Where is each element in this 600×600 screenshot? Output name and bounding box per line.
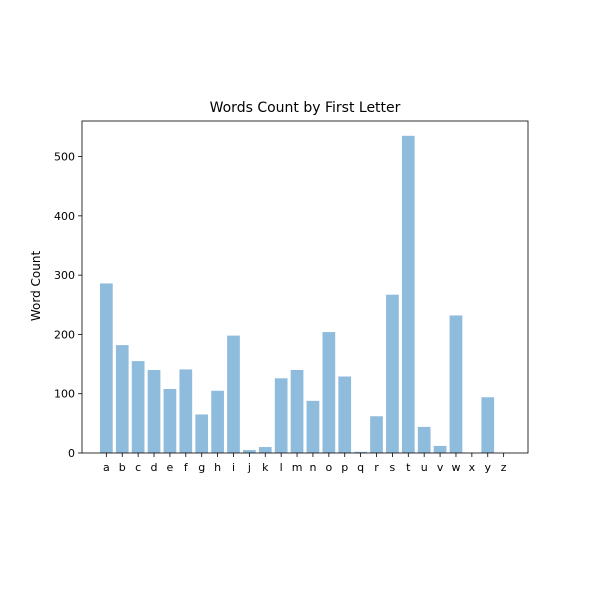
x-tick-label-s: s: [390, 461, 396, 474]
x-tick-label-k: k: [262, 461, 269, 474]
x-tick-label-u: u: [421, 461, 428, 474]
x-tick-label-z: z: [501, 461, 507, 474]
bar-b: [115, 345, 129, 453]
x-tick-label-i: i: [232, 461, 235, 474]
bar-d: [147, 370, 161, 453]
x-tick-label-h: h: [214, 461, 221, 474]
x-tick-label-g: g: [198, 461, 205, 474]
bar-i: [227, 335, 240, 453]
bar-m: [290, 370, 304, 453]
x-tick-label-l: l: [280, 461, 283, 474]
y-tick-label-100: 100: [54, 388, 75, 401]
chart-title: Words Count by First Letter: [210, 100, 401, 116]
x-tick-label-f: f: [184, 461, 189, 474]
bar-s: [386, 294, 399, 453]
plot-area: a b c d e f g h i j k l m n o p q r s t u v w x y z 0 100 200 300 400 5…: [54, 120, 529, 474]
bar-p: [338, 376, 352, 453]
bar-w: [449, 315, 463, 453]
bar-q: [354, 451, 367, 453]
x-tick-label-x: x: [469, 461, 476, 474]
x-tick-label-q: q: [357, 461, 364, 474]
plot-frame: [81, 120, 529, 454]
y-tick-label-300: 300: [54, 269, 75, 282]
x-tick-label-o: o: [325, 461, 332, 474]
x-tick-label-p: p: [341, 461, 348, 474]
bar-a: [100, 283, 113, 453]
x-tick-label-t: t: [406, 461, 411, 474]
x-tick-label-m: m: [292, 461, 303, 474]
bar-l: [274, 378, 288, 453]
bar-g: [195, 414, 209, 453]
bar-n: [306, 400, 320, 453]
y-axis-title: Word Count: [29, 251, 43, 322]
y-tick-label-400: 400: [54, 210, 75, 223]
bar-c: [131, 361, 145, 453]
x-tick-label-y: y: [484, 461, 491, 474]
x-tick-label-d: d: [151, 461, 158, 474]
x-tick-label-j: j: [247, 461, 251, 474]
bar-f: [179, 369, 193, 453]
bar-u: [417, 426, 431, 453]
x-tick-label-r: r: [374, 461, 379, 474]
bar-e: [163, 388, 177, 453]
x-tick-label-v: v: [437, 461, 444, 474]
bar-v: [433, 445, 447, 453]
bar-o: [322, 332, 336, 453]
y-tick-label-500: 500: [54, 151, 75, 164]
y-tick-label-0: 0: [68, 447, 75, 460]
x-tick-label-e: e: [167, 461, 174, 474]
bar-k: [258, 447, 272, 453]
x-tick-label-w: w: [451, 461, 460, 474]
bar-r: [370, 416, 383, 453]
x-tick-label-a: a: [103, 461, 110, 474]
y-tick-label-200: 200: [54, 328, 75, 341]
bar-j: [243, 450, 256, 453]
x-tick-label-b: b: [119, 461, 126, 474]
bar-y: [481, 397, 495, 453]
x-tick-label-c: c: [135, 461, 141, 474]
bar-h: [211, 390, 224, 453]
bar-t: [401, 135, 415, 453]
x-tick-label-n: n: [309, 461, 316, 474]
